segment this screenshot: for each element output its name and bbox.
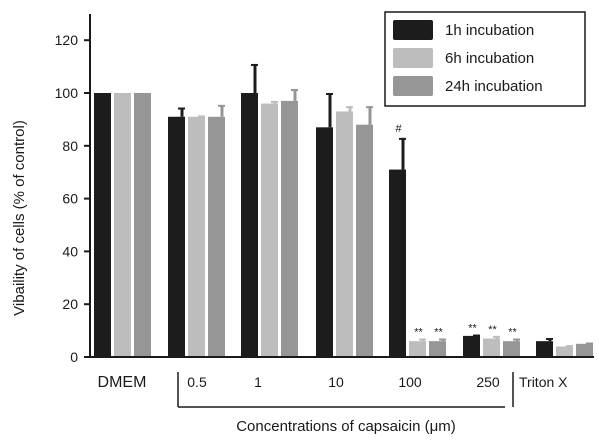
bar bbox=[389, 169, 406, 357]
x-tick-label: 100 bbox=[398, 374, 422, 390]
y-axis-label: Vibaility of cells (% of control) bbox=[11, 120, 28, 316]
significance-mark: ** bbox=[434, 327, 443, 339]
x-tick-label: 1 bbox=[254, 374, 262, 390]
error-cap bbox=[473, 334, 480, 337]
legend: 1h incubation 6h incubation 24h incubation bbox=[384, 11, 586, 107]
significance-mark: ** bbox=[414, 327, 423, 339]
error-bar bbox=[293, 89, 297, 101]
error-bar bbox=[348, 106, 352, 112]
bar bbox=[134, 93, 151, 357]
bars: # ** ** ** ** ** bbox=[94, 63, 593, 358]
y-tick-label: 60 bbox=[62, 191, 78, 207]
error-cap bbox=[271, 100, 278, 103]
bar bbox=[356, 124, 373, 358]
error-bar bbox=[253, 63, 257, 93]
y-tick-label: 80 bbox=[62, 138, 78, 154]
y-axis: 0 20 40 60 80 100 120 bbox=[55, 14, 91, 365]
error-cap bbox=[546, 337, 553, 340]
error-cap bbox=[326, 93, 333, 95]
error-cap bbox=[251, 63, 258, 66]
x-tick-label: 10 bbox=[328, 374, 344, 390]
error-cap bbox=[178, 107, 185, 110]
legend-swatch bbox=[393, 20, 433, 40]
bar bbox=[316, 127, 333, 357]
error-cap bbox=[218, 104, 225, 107]
bar bbox=[336, 111, 353, 357]
bar bbox=[503, 341, 520, 357]
x-axis-label: Concentrations of capsaicin (μm) bbox=[236, 418, 456, 435]
error-cap bbox=[198, 115, 205, 118]
error-cap bbox=[366, 106, 373, 109]
bar bbox=[168, 116, 185, 357]
error-bar bbox=[180, 107, 184, 117]
x-tick-label: Triton X bbox=[519, 374, 568, 390]
legend-label: 1h incubation bbox=[445, 22, 534, 39]
error-bar bbox=[368, 106, 372, 125]
significance-mark: # bbox=[395, 123, 402, 135]
y-tick-label: 40 bbox=[62, 243, 78, 259]
bar bbox=[429, 341, 446, 357]
x-tick-label: DMEM bbox=[98, 374, 147, 391]
bar bbox=[281, 100, 298, 358]
x-tick-label: 0.5 bbox=[187, 374, 207, 390]
error-cap bbox=[346, 106, 353, 109]
error-cap bbox=[493, 335, 500, 338]
significance-mark: ** bbox=[508, 327, 517, 339]
error-bar bbox=[220, 104, 224, 117]
bar bbox=[261, 103, 278, 357]
x-tick-label: 250 bbox=[476, 374, 500, 390]
y-tick-label: 120 bbox=[55, 32, 79, 48]
error-cap bbox=[419, 338, 426, 341]
significance-mark: ** bbox=[488, 324, 497, 336]
bar bbox=[409, 341, 426, 357]
error-cap bbox=[566, 345, 573, 348]
error-cap bbox=[439, 338, 446, 341]
bar bbox=[576, 343, 593, 357]
error-cap bbox=[513, 338, 520, 341]
bar bbox=[536, 341, 553, 357]
y-tick-label: 0 bbox=[70, 349, 78, 365]
bar bbox=[114, 93, 131, 357]
bar bbox=[556, 346, 573, 357]
y-tick-label: 20 bbox=[62, 296, 78, 312]
error-bar bbox=[401, 137, 405, 170]
error-cap bbox=[291, 89, 298, 92]
error-cap bbox=[399, 137, 406, 140]
error-cap bbox=[586, 342, 593, 345]
error-bar bbox=[328, 93, 332, 128]
y-tick-label: 100 bbox=[55, 85, 79, 101]
legend-swatch bbox=[393, 48, 433, 68]
legend-label: 24h incubation bbox=[445, 78, 543, 95]
bar bbox=[188, 116, 205, 357]
bar bbox=[241, 93, 258, 357]
bar bbox=[208, 116, 225, 357]
significance-mark: ** bbox=[468, 323, 477, 335]
bar bbox=[463, 335, 480, 357]
bar bbox=[483, 338, 500, 357]
bar bbox=[94, 93, 111, 357]
x-axis: DMEM 0.5 1 10 100 250 Triton X bbox=[90, 356, 594, 408]
legend-label: 6h incubation bbox=[445, 50, 534, 67]
legend-swatch bbox=[393, 76, 433, 96]
